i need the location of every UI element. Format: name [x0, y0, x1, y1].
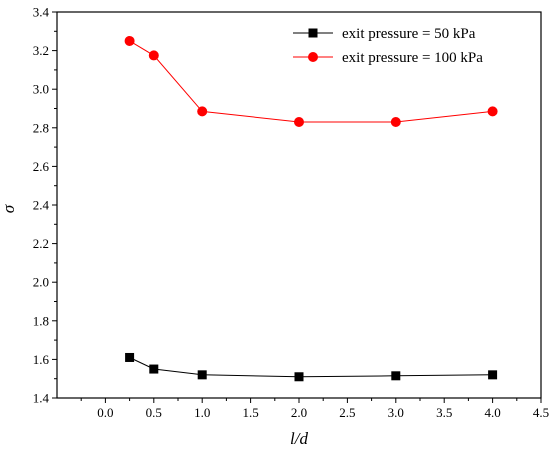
y-tick-label: 1.8	[33, 313, 49, 328]
y-axis-label: σ	[0, 204, 18, 213]
data-point	[294, 117, 304, 128]
x-tick-label: 1.5	[242, 405, 258, 420]
y-tick-label: 2.0	[33, 275, 49, 290]
legend-entry: exit pressure = 50 kPa	[342, 26, 476, 42]
data-point	[149, 364, 159, 374]
legend: exit pressure = 50 kPa exit pressure = 10…	[293, 26, 483, 66]
series-layer	[124, 35, 498, 382]
plot-border	[56, 11, 542, 399]
x-tick-label: 4.0	[484, 405, 500, 420]
x-tick-label: 0.5	[146, 405, 162, 420]
data-point	[148, 50, 159, 61]
x-tick-label: 2.5	[339, 405, 355, 420]
x-tick-label: 2.0	[291, 405, 307, 420]
y-tick-label: 2.4	[33, 198, 50, 213]
y-tick-label: 1.6	[33, 352, 50, 367]
data-point	[124, 35, 135, 46]
legend-marker	[308, 52, 318, 62]
data-point	[487, 106, 498, 117]
data-point	[488, 370, 498, 380]
series-1	[125, 352, 498, 382]
data-point	[294, 372, 304, 382]
legend-marker	[308, 28, 318, 38]
x-axis-label: l/d	[290, 429, 308, 448]
plot-frame	[56, 11, 542, 399]
x-axis: 0.0 0.5 1.0 1.5 2.0 2.5 3.0 3.5 4.0 4.5	[80, 398, 549, 420]
x-tick-label: 1.0	[194, 405, 210, 420]
series-2	[124, 35, 498, 128]
series-line	[129, 357, 493, 378]
data-point	[197, 370, 207, 380]
y-axis: 1.4 1.6 1.8 2.0 2.2 2.4 2.6 2.8 3.0 3.2 3.4	[33, 5, 57, 406]
data-point	[390, 117, 401, 128]
y-tick-label: 1.4	[33, 391, 50, 406]
y-tick-label: 2.8	[33, 120, 49, 135]
y-tick-label: 3.2	[33, 43, 49, 58]
data-point	[197, 106, 208, 117]
y-tick-label: 3.0	[33, 82, 49, 97]
legend-entry: exit pressure = 100 kPa	[342, 50, 483, 66]
x-tick-label: 4.5	[533, 405, 549, 420]
data-point	[125, 352, 135, 362]
x-tick-label: 0.0	[97, 405, 113, 420]
x-tick-label: 3.5	[436, 405, 452, 420]
y-tick-label: 2.6	[33, 159, 50, 174]
y-tick-label: 3.4	[33, 5, 50, 20]
data-point	[391, 371, 401, 381]
x-tick-label: 3.0	[388, 405, 404, 420]
y-tick-label: 2.2	[33, 236, 49, 251]
